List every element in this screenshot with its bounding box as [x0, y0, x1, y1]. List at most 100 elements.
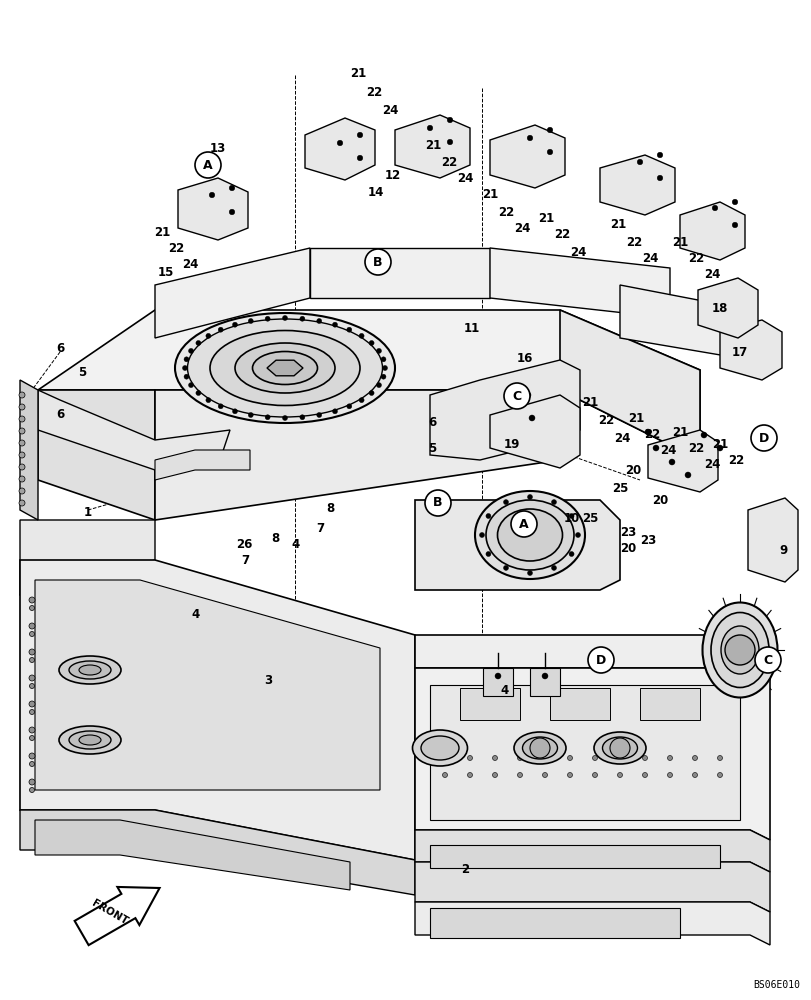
Circle shape [567, 756, 572, 760]
Circle shape [282, 416, 287, 420]
Polygon shape [155, 450, 250, 480]
Circle shape [19, 440, 25, 446]
Circle shape [369, 340, 374, 346]
Circle shape [575, 532, 580, 538]
Circle shape [188, 348, 193, 353]
Text: 26: 26 [235, 538, 252, 552]
Circle shape [684, 472, 690, 478]
Ellipse shape [521, 737, 557, 759]
Circle shape [717, 756, 722, 760]
Text: 7: 7 [315, 522, 324, 534]
Circle shape [19, 416, 25, 422]
Ellipse shape [594, 732, 646, 764]
Polygon shape [414, 862, 769, 912]
Polygon shape [489, 248, 669, 318]
Circle shape [485, 552, 491, 556]
Text: 18: 18 [711, 302, 727, 314]
Polygon shape [489, 125, 564, 188]
Ellipse shape [420, 736, 458, 760]
Text: 13: 13 [209, 142, 225, 155]
Polygon shape [305, 118, 375, 180]
Text: 7: 7 [241, 554, 249, 566]
Text: 24: 24 [182, 257, 198, 270]
Polygon shape [20, 810, 414, 895]
Circle shape [248, 319, 253, 324]
Ellipse shape [474, 491, 584, 579]
Text: FRONT: FRONT [90, 898, 130, 926]
Text: 10: 10 [563, 512, 579, 524]
Ellipse shape [79, 735, 101, 745]
Circle shape [282, 316, 287, 320]
Text: 4: 4 [191, 608, 200, 621]
Polygon shape [20, 380, 38, 520]
Text: 22: 22 [727, 454, 743, 466]
Polygon shape [35, 820, 350, 890]
Ellipse shape [69, 661, 111, 679]
Circle shape [644, 429, 650, 435]
Circle shape [447, 117, 453, 123]
Circle shape [668, 459, 674, 465]
Text: 25: 25 [611, 482, 628, 494]
Circle shape [551, 565, 556, 570]
Circle shape [542, 772, 547, 777]
Circle shape [29, 658, 34, 662]
Text: 12: 12 [384, 169, 401, 182]
Circle shape [29, 727, 35, 733]
Circle shape [442, 756, 447, 760]
Circle shape [542, 756, 547, 760]
Circle shape [29, 736, 34, 740]
Text: 22: 22 [643, 428, 659, 440]
Text: 23: 23 [639, 534, 655, 546]
Circle shape [299, 415, 304, 420]
Polygon shape [549, 688, 609, 720]
Circle shape [517, 772, 521, 777]
Ellipse shape [210, 330, 359, 406]
Ellipse shape [187, 319, 382, 417]
Ellipse shape [69, 731, 111, 749]
Polygon shape [430, 908, 679, 938]
Circle shape [637, 159, 642, 165]
Circle shape [19, 476, 25, 482]
Circle shape [609, 738, 629, 758]
Circle shape [19, 452, 25, 458]
Circle shape [692, 772, 697, 777]
Text: 21: 21 [154, 226, 170, 238]
Text: 21: 21 [671, 426, 687, 438]
Circle shape [229, 209, 234, 215]
Circle shape [551, 500, 556, 505]
Polygon shape [310, 248, 489, 298]
Circle shape [517, 756, 521, 760]
Circle shape [29, 787, 34, 792]
Polygon shape [20, 560, 414, 860]
Circle shape [656, 175, 662, 181]
Circle shape [716, 445, 722, 451]
Circle shape [692, 756, 697, 760]
Circle shape [184, 357, 189, 362]
Polygon shape [430, 685, 739, 820]
Text: 5: 5 [78, 365, 86, 378]
Circle shape [357, 155, 363, 161]
Circle shape [29, 762, 34, 766]
Ellipse shape [710, 612, 768, 688]
Polygon shape [639, 688, 699, 720]
Text: 21: 21 [581, 395, 598, 408]
Circle shape [547, 149, 552, 155]
Polygon shape [414, 830, 769, 872]
Circle shape [526, 135, 532, 141]
Circle shape [19, 500, 25, 506]
Circle shape [346, 404, 351, 409]
Circle shape [29, 632, 34, 637]
Text: 21: 21 [711, 438, 727, 452]
Circle shape [218, 327, 223, 332]
Ellipse shape [720, 626, 758, 674]
Ellipse shape [252, 352, 317, 384]
Circle shape [616, 772, 622, 777]
Text: 24: 24 [381, 104, 397, 117]
Polygon shape [38, 310, 699, 460]
Circle shape [29, 649, 35, 655]
Polygon shape [530, 668, 560, 696]
Circle shape [232, 409, 237, 414]
Text: 11: 11 [463, 322, 479, 334]
Circle shape [485, 514, 491, 518]
Circle shape [567, 772, 572, 777]
